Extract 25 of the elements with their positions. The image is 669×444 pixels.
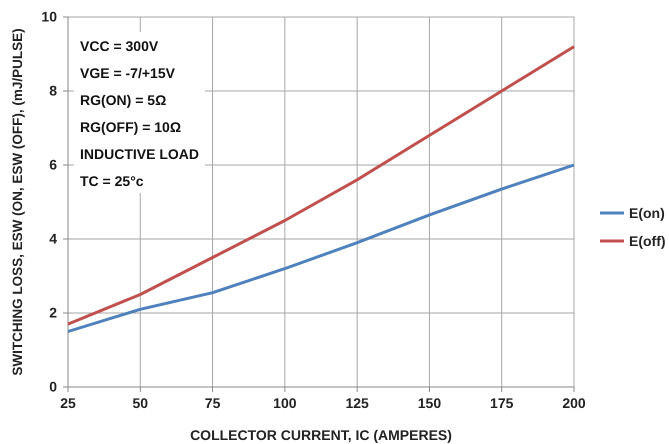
x-tick-label: 100 [273,394,297,411]
x-tick-label: 125 [345,394,370,411]
y-axis-title: SWITCHING LOSS, ESW (ON, ESW (OFF), (mJ/PULSE) [10,28,25,376]
x-tick-label: 175 [490,394,514,411]
y-tick-label: 4 [49,230,58,246]
annotation: RG(OFF) = 10Ω [80,119,182,135]
annotation: RG(ON) = 5Ω [80,92,166,108]
annotation: VCC = 300V [80,38,159,54]
y-tick-label: 2 [49,304,58,320]
x-tick-label: 75 [204,394,221,411]
line-series [66,164,576,333]
legend-label: E(off) [629,233,666,249]
x-axis-title: COLLECTOR CURRENT, IC (AMPERES) [190,427,452,443]
x-tick-label: 25 [60,394,76,411]
x-tick-label: 200 [562,394,586,411]
x-tick-label: 50 [132,394,148,411]
y-tick-label: 8 [49,82,58,98]
y-tick-label: 6 [49,156,58,172]
y-tick-label: 0 [49,378,58,394]
annotation: TC = 25°c [80,173,144,189]
y-tick-label: 10 [41,8,58,24]
annotation: INDUCTIVE LOAD [80,146,199,162]
annotation: VGE = -7/+15V [80,65,176,81]
x-tick-label: 150 [418,394,442,411]
legend-label: E(on) [629,205,665,221]
